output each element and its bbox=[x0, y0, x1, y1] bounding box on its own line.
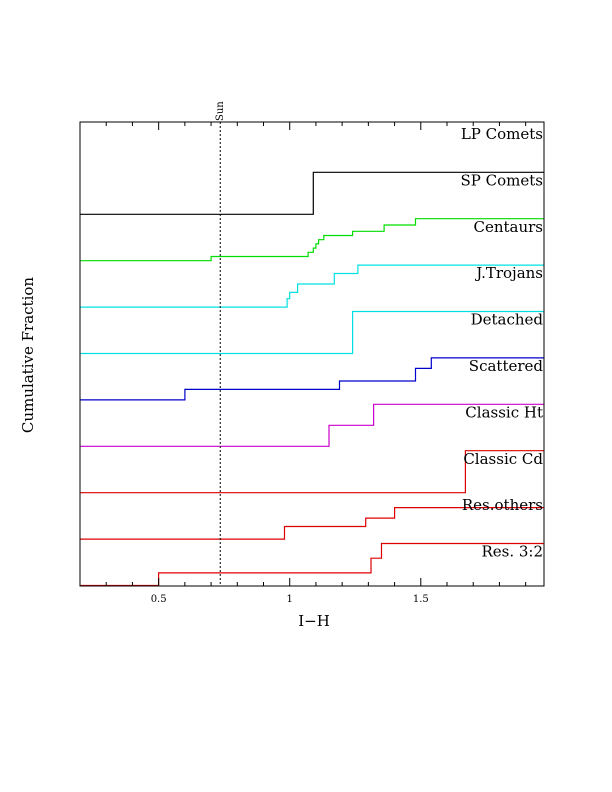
series-step-line bbox=[80, 507, 544, 540]
series-label: Res.others bbox=[462, 496, 543, 514]
series-label: J.Trojans bbox=[474, 264, 543, 282]
series-step-line bbox=[80, 218, 544, 262]
x-tick-labels: 0.5 1 1.5 bbox=[151, 594, 429, 605]
series-label: SP Comets bbox=[461, 171, 543, 189]
y-axis-label: Cumulative Fraction bbox=[19, 277, 37, 433]
x-axis-label: I−H bbox=[298, 612, 330, 630]
series-labels: LP Comets SP Comets Centaurs J.Trojans Detac… bbox=[461, 125, 544, 561]
plot-frame bbox=[79, 121, 545, 587]
series-step-line bbox=[80, 542, 544, 587]
series-step-line bbox=[80, 310, 544, 355]
series-label: LP Comets bbox=[461, 125, 543, 143]
x-tick-label: 0.5 bbox=[151, 594, 167, 605]
series-layer bbox=[80, 171, 544, 587]
axis-ticks bbox=[79, 122, 527, 586]
series-label: Detached bbox=[471, 311, 544, 329]
series-label: Classic Cd bbox=[463, 450, 543, 468]
sun-label: Sun bbox=[215, 101, 226, 121]
x-tick-label: 1.5 bbox=[413, 594, 429, 605]
series-label: Res. 3:2 bbox=[481, 543, 543, 561]
series-step-line bbox=[80, 264, 544, 308]
series-label: Scattered bbox=[469, 357, 544, 375]
series-step-line bbox=[80, 403, 544, 447]
series-label: Centaurs bbox=[473, 218, 543, 236]
series-step-line bbox=[80, 357, 544, 401]
series-label: Classic Ht bbox=[465, 403, 543, 421]
series-step-line bbox=[80, 171, 544, 215]
series-step-line bbox=[80, 450, 544, 494]
x-tick-label: 1 bbox=[287, 594, 293, 605]
